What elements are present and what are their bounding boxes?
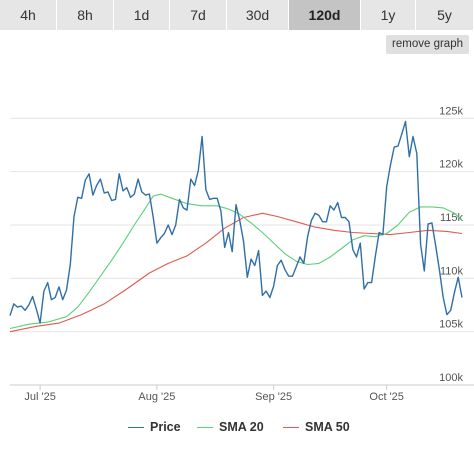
legend-item-sma20[interactable]: SMA 20 — [197, 420, 264, 434]
time-range-tabs: 4h 8h 1d 7d 30d 120d 1y 5y — [0, 0, 474, 30]
tab-8h[interactable]: 8h — [57, 0, 114, 30]
y-tick-label: 105k — [439, 319, 463, 331]
y-axis: 100k 105k 110k 115k 120k 125k — [439, 105, 463, 384]
legend-item-sma50[interactable]: SMA 50 — [283, 420, 350, 434]
grid-lines — [10, 117, 474, 386]
y-tick-label: 120k — [439, 159, 463, 171]
legend-item-price[interactable]: Price — [128, 420, 181, 434]
tab-5y[interactable]: 5y — [416, 0, 474, 30]
tab-30d[interactable]: 30d — [227, 0, 289, 30]
chart-legend: Price SMA 20 SMA 50 — [0, 420, 474, 440]
x-tick-label: Jul '25 — [24, 391, 55, 403]
y-tick-label: 125k — [439, 105, 463, 117]
legend-label-sma50: SMA 50 — [305, 420, 350, 434]
series-line-sma20 — [9, 193, 463, 330]
y-tick-label: 100k — [439, 372, 463, 384]
x-tick-label: Aug '25 — [138, 391, 175, 403]
x-axis: Jul '25 Aug '25 Sep '25 Oct '25 — [10, 384, 474, 403]
y-tick-label: 110k — [440, 265, 464, 277]
legend-swatch-sma20 — [197, 426, 213, 428]
legend-label-price: Price — [150, 420, 181, 434]
x-tick-label: Oct '25 — [369, 391, 404, 403]
series-line-price — [9, 120, 463, 324]
legend-swatch-sma50 — [283, 426, 299, 428]
remove-graph-button[interactable]: remove graph — [386, 35, 469, 54]
price-chart: Jul '25 Aug '25 Sep '25 Oct '25 100k 105k 110… — [9, 105, 474, 403]
tab-1y[interactable]: 1y — [361, 0, 416, 30]
tab-4h[interactable]: 4h — [0, 0, 57, 30]
y-tick-label: 115k — [440, 212, 464, 224]
legend-swatch-price — [128, 426, 144, 428]
series-line-sma50 — [9, 212, 463, 333]
legend-label-sma20: SMA 20 — [219, 420, 264, 434]
x-tick-label: Sep '25 — [255, 391, 292, 403]
tab-7d[interactable]: 7d — [170, 0, 227, 30]
tab-1d[interactable]: 1d — [114, 0, 170, 30]
series-lines — [9, 120, 463, 333]
tab-120d[interactable]: 120d — [289, 0, 361, 30]
